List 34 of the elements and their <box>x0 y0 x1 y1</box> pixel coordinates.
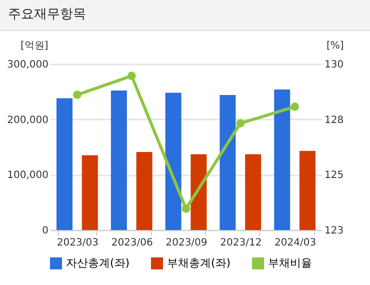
point <box>236 119 245 128</box>
bar <box>245 154 262 230</box>
y-axis-title: [억원] <box>20 40 48 52</box>
bar <box>136 152 152 230</box>
legend-label: 부채비율 <box>268 256 312 270</box>
bar <box>56 98 73 230</box>
x-tick-label: 2023/09 <box>166 238 208 248</box>
y-tick-label: 0 <box>42 226 48 236</box>
bar <box>190 154 207 230</box>
x-tick-label: 2024/03 <box>274 238 316 248</box>
x-tick-label: 2023/12 <box>220 238 262 248</box>
y2-tick-label: 123 <box>324 226 344 236</box>
point <box>290 102 299 111</box>
bar <box>220 94 236 230</box>
legend-label: 부채총계(좌) <box>167 256 231 270</box>
point <box>73 90 82 100</box>
y2-tick-label: 128 <box>324 114 344 126</box>
bar <box>274 89 290 230</box>
y2-axis-title: [%] <box>326 40 344 52</box>
chart-title: 주요재무항목 <box>0 0 370 31</box>
point <box>182 204 190 213</box>
x-tick-label: 2023/03 <box>56 238 98 248</box>
y-tick-label: 300,000 <box>7 60 48 70</box>
x-tick-label: 2023/06 <box>111 238 153 248</box>
bar <box>110 90 127 230</box>
y-tick-label: 100,000 <box>7 170 48 182</box>
y2-tick-label: 125 <box>324 170 344 182</box>
bar <box>82 155 98 230</box>
y2-tick-label: 130 <box>324 60 344 70</box>
bar <box>299 150 316 230</box>
y-tick-label: 200,000 <box>7 114 48 126</box>
legend-label: 자산총계(좌) <box>66 256 130 270</box>
bar <box>165 92 182 230</box>
point <box>127 72 136 80</box>
